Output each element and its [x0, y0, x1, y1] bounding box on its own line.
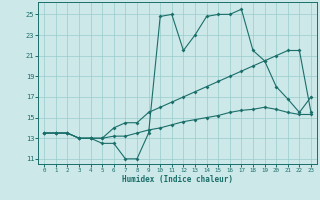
X-axis label: Humidex (Indice chaleur): Humidex (Indice chaleur) [122, 175, 233, 184]
